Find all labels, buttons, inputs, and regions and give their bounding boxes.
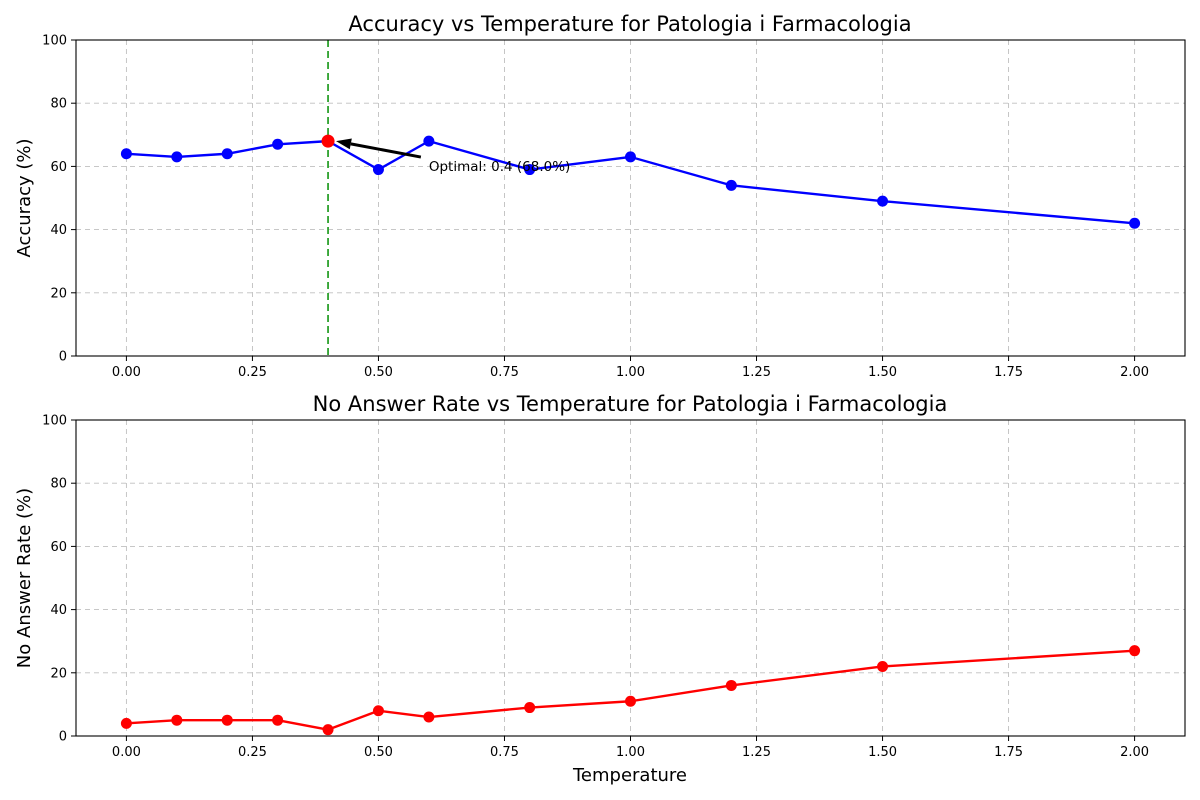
data-point bbox=[524, 702, 536, 714]
data-point bbox=[171, 151, 183, 163]
data-point bbox=[725, 179, 737, 191]
data-point bbox=[272, 138, 284, 150]
annotation-arrow-head bbox=[336, 138, 352, 150]
no-answer-panel: No Answer Rate vs Temperature for Patolo… bbox=[14, 392, 1186, 786]
data-point bbox=[1129, 217, 1141, 229]
series-line bbox=[126, 649, 1135, 731]
x-tick-label: 2.00 bbox=[1120, 365, 1149, 380]
data-point bbox=[120, 717, 132, 729]
x-tick-label: 1.50 bbox=[868, 745, 897, 760]
x-tick-label: 1.75 bbox=[994, 745, 1023, 760]
x-tick-label: 0.75 bbox=[490, 745, 519, 760]
data-point bbox=[625, 151, 636, 163]
x-tick-label: 0.50 bbox=[364, 745, 393, 760]
accuracy-panel: Accuracy vs Temperature for Patologia i … bbox=[14, 12, 1186, 381]
y-tick-label: 80 bbox=[50, 97, 67, 112]
annotation-arrow-shaft bbox=[350, 142, 422, 159]
y-tick-label: 40 bbox=[50, 223, 67, 238]
temperature-x-axis-label: Temperature bbox=[572, 765, 687, 786]
x-tick-label: 1.25 bbox=[742, 745, 771, 760]
y-tick-label: 0 bbox=[59, 350, 67, 365]
x-tick-label: 0.25 bbox=[238, 365, 267, 380]
x-tick-label: 0.75 bbox=[490, 365, 519, 380]
accuracy-ticks: 0.00 0.25 0.50 0.75 1.00 1.25 1.50 1.75 2.00 0 20 4… bbox=[42, 34, 1149, 381]
no-answer-chart-title: No Answer Rate vs Temperature for Patolo… bbox=[313, 392, 948, 416]
x-tick-label: 1.75 bbox=[994, 365, 1023, 380]
data-point bbox=[372, 705, 384, 717]
y-tick-label: 20 bbox=[50, 666, 67, 681]
x-tick-label: 0.25 bbox=[238, 745, 267, 760]
data-point bbox=[120, 148, 132, 160]
optimal-annotation: Optimal: 0.4 (68.0%) bbox=[336, 138, 570, 175]
y-tick-label: 60 bbox=[50, 160, 67, 175]
data-point bbox=[1129, 645, 1141, 657]
y-tick-label: 20 bbox=[50, 286, 67, 301]
data-point bbox=[322, 724, 334, 736]
optimal-point-marker bbox=[321, 134, 335, 148]
data-point bbox=[877, 195, 889, 207]
data-point bbox=[725, 679, 737, 691]
no-answer-ticks: 0.00 0.25 0.50 0.75 1.00 1.25 1.50 1.75 2.00 0 20 4… bbox=[42, 414, 1149, 761]
data-point bbox=[423, 711, 435, 723]
x-tick-label: 1.00 bbox=[616, 745, 645, 760]
x-tick-label: 2.00 bbox=[1120, 745, 1149, 760]
data-point bbox=[625, 695, 636, 707]
data-point bbox=[171, 714, 183, 726]
x-tick-label: 0.00 bbox=[112, 745, 141, 760]
data-point bbox=[221, 714, 233, 726]
y-tick-label: 100 bbox=[42, 34, 67, 49]
data-point bbox=[524, 164, 536, 176]
data-point bbox=[221, 148, 233, 160]
y-tick-label: 80 bbox=[50, 477, 67, 492]
y-tick-label: 0 bbox=[59, 730, 67, 745]
no-answer-series bbox=[120, 645, 1141, 736]
x-tick-label: 1.00 bbox=[616, 365, 645, 380]
accuracy-chart-title: Accuracy vs Temperature for Patologia i … bbox=[348, 12, 911, 36]
y-tick-label: 100 bbox=[42, 414, 67, 429]
data-point bbox=[877, 660, 889, 672]
data-point bbox=[423, 135, 435, 147]
x-tick-label: 0.50 bbox=[364, 365, 393, 380]
y-tick-label: 60 bbox=[50, 540, 67, 555]
x-tick-label: 1.25 bbox=[742, 365, 771, 380]
data-point bbox=[272, 714, 284, 726]
no-answer-y-axis-label: No Answer Rate (%) bbox=[14, 488, 35, 668]
y-tick-label: 40 bbox=[50, 603, 67, 618]
accuracy-y-axis-label: Accuracy (%) bbox=[14, 138, 35, 257]
x-tick-label: 1.50 bbox=[868, 365, 897, 380]
data-point bbox=[372, 164, 384, 176]
x-tick-label: 0.00 bbox=[112, 365, 141, 380]
annotation-text: Optimal: 0.4 (68.0%) bbox=[429, 159, 570, 175]
